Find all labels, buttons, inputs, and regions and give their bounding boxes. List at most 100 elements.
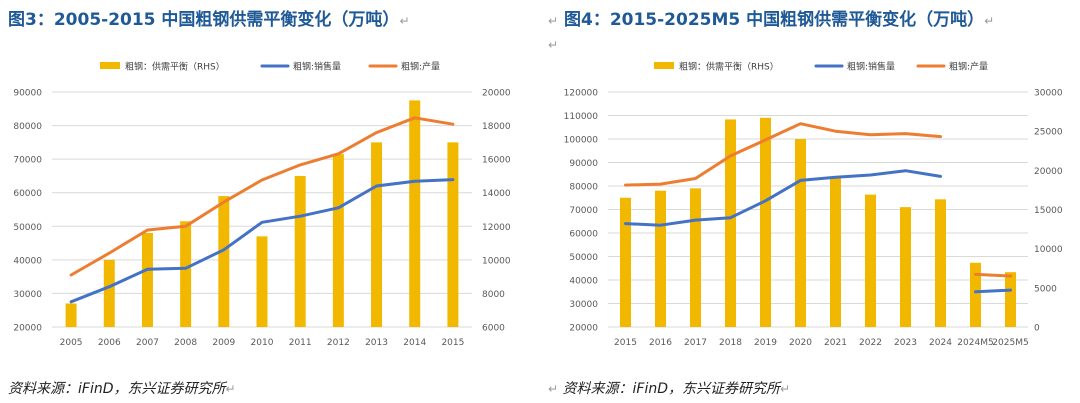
bar-supply-demand-balance (180, 221, 192, 327)
legend-swatch-bar (100, 62, 120, 69)
y-left-tick-label: 50000 (13, 223, 42, 233)
bar-supply-demand-balance (218, 196, 230, 327)
x-tick-label: 2005 (60, 338, 83, 348)
figure-3-chart: 20000 30000 40000 50000 60000 70000 80000 90000… (13, 61, 511, 349)
y-left-tick-label: 40000 (13, 256, 42, 266)
bar-supply-demand-balance (690, 188, 701, 327)
y-right-tick-label: 10000 (1034, 245, 1063, 255)
y-left-tick-label: 90000 (569, 159, 598, 169)
x-tick-label: 2008 (174, 338, 197, 348)
y-right-tick-label: 14000 (482, 189, 511, 199)
y-left-tick-label: 80000 (569, 183, 598, 193)
y-left-tick-label: 70000 (569, 206, 598, 216)
x-tick-label: 2013 (365, 338, 388, 348)
y-right-tick-label: 10000 (482, 256, 511, 266)
legend-label: 粗钢：供需平衡（RHS） (125, 61, 225, 73)
x-tick-label: 2015 (441, 338, 464, 348)
y-left-tick-label: 60000 (13, 189, 42, 199)
y-left-tick-label: 50000 (569, 253, 598, 263)
bar-supply-demand-balance (447, 142, 459, 327)
y-right-tick-label: 16000 (482, 156, 511, 166)
legend-label: 粗钢:产量 (949, 61, 988, 73)
x-tick-label: 2024M5 (957, 338, 993, 348)
line-sales-volume (624, 169, 942, 227)
figure-4-panel: ↵ 图4：2015-2025M5 中国粗钢供需平衡变化（万吨）↵ ↵ 20000… (540, 0, 1080, 403)
bar-supply-demand-balance (830, 178, 841, 327)
y-right-tick-label: 6000 (482, 324, 505, 334)
legend-swatch-bar (654, 62, 674, 69)
x-tick-label: 2006 (98, 338, 121, 348)
bar-supply-demand-balance (865, 194, 876, 327)
line-output (974, 272, 1012, 278)
y-right-tick-label: 15000 (1034, 206, 1063, 216)
bar-supply-demand-balance (620, 197, 631, 327)
figure-4-title: ↵ 图4：2015-2025M5 中国粗钢供需平衡变化（万吨）↵ (548, 10, 995, 30)
y-right-tick-label: 18000 (482, 122, 511, 132)
x-tick-label: 2021 (824, 338, 847, 348)
bar-supply-demand-balance (760, 117, 771, 327)
figure-3-title: 图3：2005-2015 中国粗钢供需平衡变化（万吨）↵ (8, 10, 410, 30)
x-tick-label: 2019 (754, 338, 777, 348)
y-right-tick-label: 5000 (1034, 284, 1057, 294)
y-left-tick-label: 40000 (569, 277, 598, 287)
line-output (69, 116, 455, 277)
legend-label: 粗钢:产量 (401, 61, 440, 73)
y-left-tick-label: 60000 (569, 230, 598, 240)
y-right-tick-label: 8000 (482, 290, 505, 300)
bar-supply-demand-balance (935, 199, 946, 327)
x-tick-label: 2010 (251, 338, 274, 348)
y-left-tick-label: 20000 (13, 324, 42, 334)
y-left-tick-label: 30000 (569, 300, 598, 310)
bar-supply-demand-balance (65, 303, 77, 327)
bar-supply-demand-balance (294, 175, 306, 327)
figure-4-source: ↵ 资料来源：iFinD，东兴证券研究所↵ (548, 381, 791, 397)
line-sales-volume (69, 178, 455, 304)
y-right-tick-label: 0 (1034, 324, 1040, 334)
y-left-tick-label: 70000 (13, 156, 42, 166)
bar-supply-demand-balance (141, 233, 153, 327)
legend-label: 粗钢：供需平衡（RHS） (679, 61, 779, 73)
x-tick-label: 2023 (894, 338, 917, 348)
x-tick-label: 2012 (327, 338, 350, 348)
x-tick-label: 2022 (859, 338, 882, 348)
y-right-tick-label: 20000 (1034, 167, 1063, 177)
bar-supply-demand-balance (795, 139, 806, 327)
figure-3-panel: 图3：2005-2015 中国粗钢供需平衡变化（万吨）↵ 20000 30000 4… (8, 10, 511, 397)
x-tick-label: 2020 (789, 338, 812, 348)
y-left-tick-label: 100000 (564, 136, 599, 146)
y-left-tick-label: 90000 (13, 89, 42, 99)
bar-supply-demand-balance (103, 259, 115, 327)
x-tick-label: 2017 (684, 338, 707, 348)
bar-supply-demand-balance (655, 190, 666, 327)
y-right-tick-label: 12000 (482, 223, 511, 233)
bar-supply-demand-balance (371, 142, 383, 327)
x-tick-label: 2025M5 (992, 338, 1028, 348)
x-tick-label: 2016 (649, 338, 672, 348)
x-tick-label: 2024 (929, 338, 952, 348)
bar-supply-demand-balance (256, 236, 268, 327)
x-tick-label: 2011 (289, 338, 312, 348)
bar-supply-demand-balance (900, 207, 911, 327)
line-output (624, 122, 942, 187)
bar-supply-demand-balance (1005, 272, 1016, 327)
y-right-tick-label: 30000 (1034, 89, 1063, 99)
y-right-tick-label: 25000 (1034, 128, 1063, 138)
x-tick-label: 2015 (614, 338, 637, 348)
x-tick-label: 2009 (212, 338, 235, 348)
bar-supply-demand-balance (970, 262, 981, 327)
y-left-tick-label: 120000 (564, 89, 599, 99)
y-right-tick-label: 20000 (482, 89, 511, 99)
bar-supply-demand-balance (409, 100, 421, 328)
bar-supply-demand-balance (725, 119, 736, 328)
line-sales-volume (974, 288, 1012, 294)
y-left-tick-label: 20000 (569, 324, 598, 334)
x-tick-label: 2014 (403, 338, 426, 348)
figure-4-chart: 2000030000400005000060000700008000090000… (564, 61, 1063, 349)
x-tick-label: 2018 (719, 338, 742, 348)
legend-label: 粗钢:销售量 (847, 61, 895, 73)
x-tick-label: 2007 (136, 338, 159, 348)
bar-supply-demand-balance (332, 154, 344, 327)
y-left-tick-label: 30000 (13, 290, 42, 300)
y-left-tick-label: 80000 (13, 122, 42, 132)
legend-label: 粗钢:销售量 (293, 61, 341, 73)
